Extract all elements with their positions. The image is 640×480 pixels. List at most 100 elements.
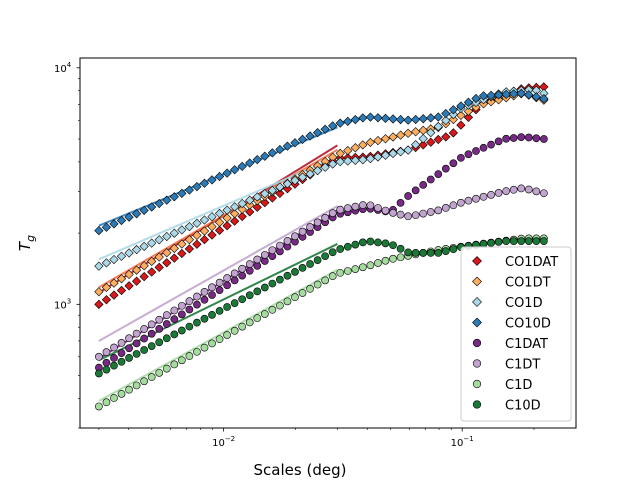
point-co10d xyxy=(456,101,466,111)
point-co1dat xyxy=(109,290,119,300)
point-c1dt xyxy=(110,343,118,352)
legend-label-c10d: C10D xyxy=(505,399,541,414)
point-c10d xyxy=(155,338,164,347)
point-co1d xyxy=(192,218,202,228)
point-c1dat xyxy=(509,134,518,142)
point-c1d xyxy=(238,322,247,331)
point-co10d xyxy=(403,115,413,125)
point-c10d xyxy=(208,310,216,319)
point-co1d xyxy=(177,225,187,235)
point-co1dt xyxy=(147,256,157,267)
point-co1dt xyxy=(192,230,202,240)
point-c1dt xyxy=(524,185,533,194)
point-co10d xyxy=(237,161,247,172)
point-c10d xyxy=(291,267,299,276)
point-co1dat xyxy=(199,234,210,245)
point-c1dt xyxy=(449,201,458,210)
point-c10d xyxy=(411,249,420,257)
point-c1dat xyxy=(464,150,473,159)
point-co1dt xyxy=(222,213,232,223)
point-c10d xyxy=(502,237,511,245)
series-c1dt xyxy=(95,184,548,361)
point-co1dat xyxy=(245,207,255,217)
fit-line-c1d xyxy=(98,268,338,402)
point-co10d xyxy=(297,134,308,145)
point-c1dt xyxy=(132,329,141,338)
point-co1dt xyxy=(493,95,504,105)
point-c1dt xyxy=(479,192,488,201)
point-co1d xyxy=(388,148,398,159)
point-c1dat xyxy=(441,164,450,173)
point-co10d xyxy=(395,114,406,125)
point-c1dt xyxy=(374,204,382,212)
point-co1d xyxy=(169,228,179,238)
point-co1dt xyxy=(139,261,149,271)
point-co10d xyxy=(350,115,360,125)
point-co10d xyxy=(411,114,421,125)
point-c10d xyxy=(132,350,141,358)
point-c10d xyxy=(449,245,458,254)
point-c1dat xyxy=(110,354,118,362)
point-c10d xyxy=(441,247,450,255)
point-c1dat xyxy=(494,137,503,146)
point-c1dt xyxy=(381,206,390,215)
point-c1d xyxy=(245,318,254,327)
point-c1d xyxy=(381,256,390,265)
point-c10d xyxy=(434,249,443,257)
point-c1d xyxy=(132,381,141,390)
point-co1dt xyxy=(94,287,104,297)
legend-label-co1dt: CO1DT xyxy=(505,276,551,291)
point-co1dt xyxy=(230,209,240,219)
y-axis-label: Tg xyxy=(16,235,37,251)
point-c10d xyxy=(102,365,111,374)
point-c10d xyxy=(328,248,337,257)
point-co10d xyxy=(478,91,489,101)
point-co1dat xyxy=(275,188,285,199)
point-co1dat xyxy=(184,244,195,254)
point-c1d xyxy=(343,267,352,275)
point-c1d xyxy=(208,339,216,348)
point-c10d xyxy=(223,303,231,311)
point-c10d xyxy=(404,248,412,257)
fit-line-co1d xyxy=(98,155,338,261)
point-c10d xyxy=(260,283,269,292)
point-c1d xyxy=(117,389,126,398)
point-c10d xyxy=(170,330,179,339)
point-c1d xyxy=(162,364,171,373)
point-co1dt xyxy=(101,282,112,293)
point-co1dat xyxy=(222,221,232,231)
point-co1dt xyxy=(403,128,413,138)
point-c1dat xyxy=(404,192,412,200)
point-co1d xyxy=(154,235,164,245)
point-c1dat xyxy=(411,186,420,195)
point-co1d xyxy=(109,254,119,265)
point-c1d xyxy=(389,254,397,263)
point-c1dat xyxy=(102,358,111,367)
point-co1dt xyxy=(343,145,353,156)
point-c1dt xyxy=(539,189,548,198)
point-co1dt xyxy=(177,239,187,249)
point-co10d xyxy=(463,97,474,107)
point-c10d xyxy=(162,334,171,343)
point-co1d xyxy=(335,157,345,167)
point-c1dt xyxy=(102,348,111,357)
point-co10d xyxy=(365,112,376,122)
point-co10d xyxy=(252,155,262,165)
point-c1dt xyxy=(464,196,473,205)
point-c1dt xyxy=(298,227,307,236)
point-co1dat xyxy=(260,198,270,208)
point-co10d xyxy=(441,108,451,119)
point-co1dat xyxy=(101,295,112,305)
point-co10d xyxy=(154,198,164,209)
point-co10d xyxy=(109,219,119,229)
fit-line-co1dt xyxy=(98,148,338,289)
point-c10d xyxy=(419,249,428,257)
point-c10d xyxy=(215,307,224,315)
point-c1dt xyxy=(155,315,164,324)
point-co10d xyxy=(418,114,428,124)
point-co1d xyxy=(305,169,315,179)
legend-marker-co1d xyxy=(472,297,482,307)
point-co1d xyxy=(147,238,157,248)
point-c1dt xyxy=(487,190,495,199)
point-co1dat xyxy=(252,202,262,212)
